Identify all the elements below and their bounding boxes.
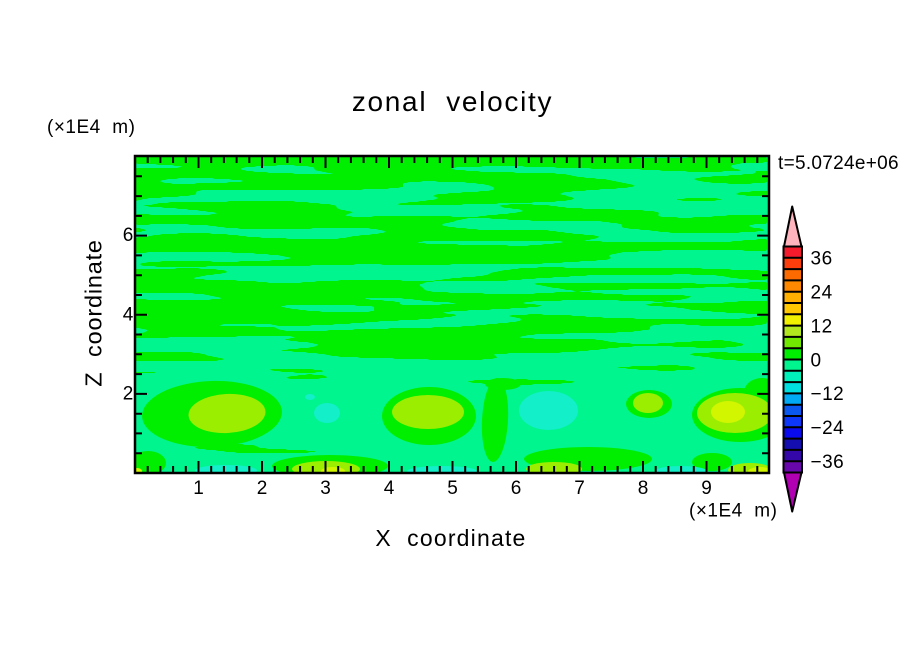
svg-text:8: 8 <box>638 478 649 499</box>
svg-text:24: 24 <box>811 283 833 304</box>
svg-text:6: 6 <box>123 225 134 246</box>
svg-text:zonal velocity: zonal velocity <box>352 86 553 117</box>
svg-text:4: 4 <box>123 304 134 325</box>
svg-text:9: 9 <box>701 478 712 499</box>
svg-text:3: 3 <box>320 478 331 499</box>
svg-text:2: 2 <box>123 383 134 404</box>
svg-text:2: 2 <box>257 478 268 499</box>
svg-text:Z coordinate: Z coordinate <box>81 239 107 387</box>
svg-text:(×1E4 m): (×1E4 m) <box>47 117 135 138</box>
svg-text:(×1E4 m): (×1E4 m) <box>689 501 777 522</box>
svg-text:12: 12 <box>811 316 833 337</box>
svg-text:−24: −24 <box>811 418 845 439</box>
svg-text:−36: −36 <box>811 452 845 473</box>
svg-text:6: 6 <box>511 478 522 499</box>
svg-text:1: 1 <box>193 478 204 499</box>
svg-text:t=5.0724e+06: t=5.0724e+06 <box>778 153 899 174</box>
svg-text:7: 7 <box>574 478 585 499</box>
svg-text:5: 5 <box>447 478 458 499</box>
svg-text:X coordinate: X coordinate <box>375 525 526 551</box>
svg-text:0: 0 <box>811 350 822 371</box>
svg-text:−12: −12 <box>811 384 845 405</box>
svg-text:36: 36 <box>811 249 833 270</box>
svg-text:4: 4 <box>384 478 395 499</box>
